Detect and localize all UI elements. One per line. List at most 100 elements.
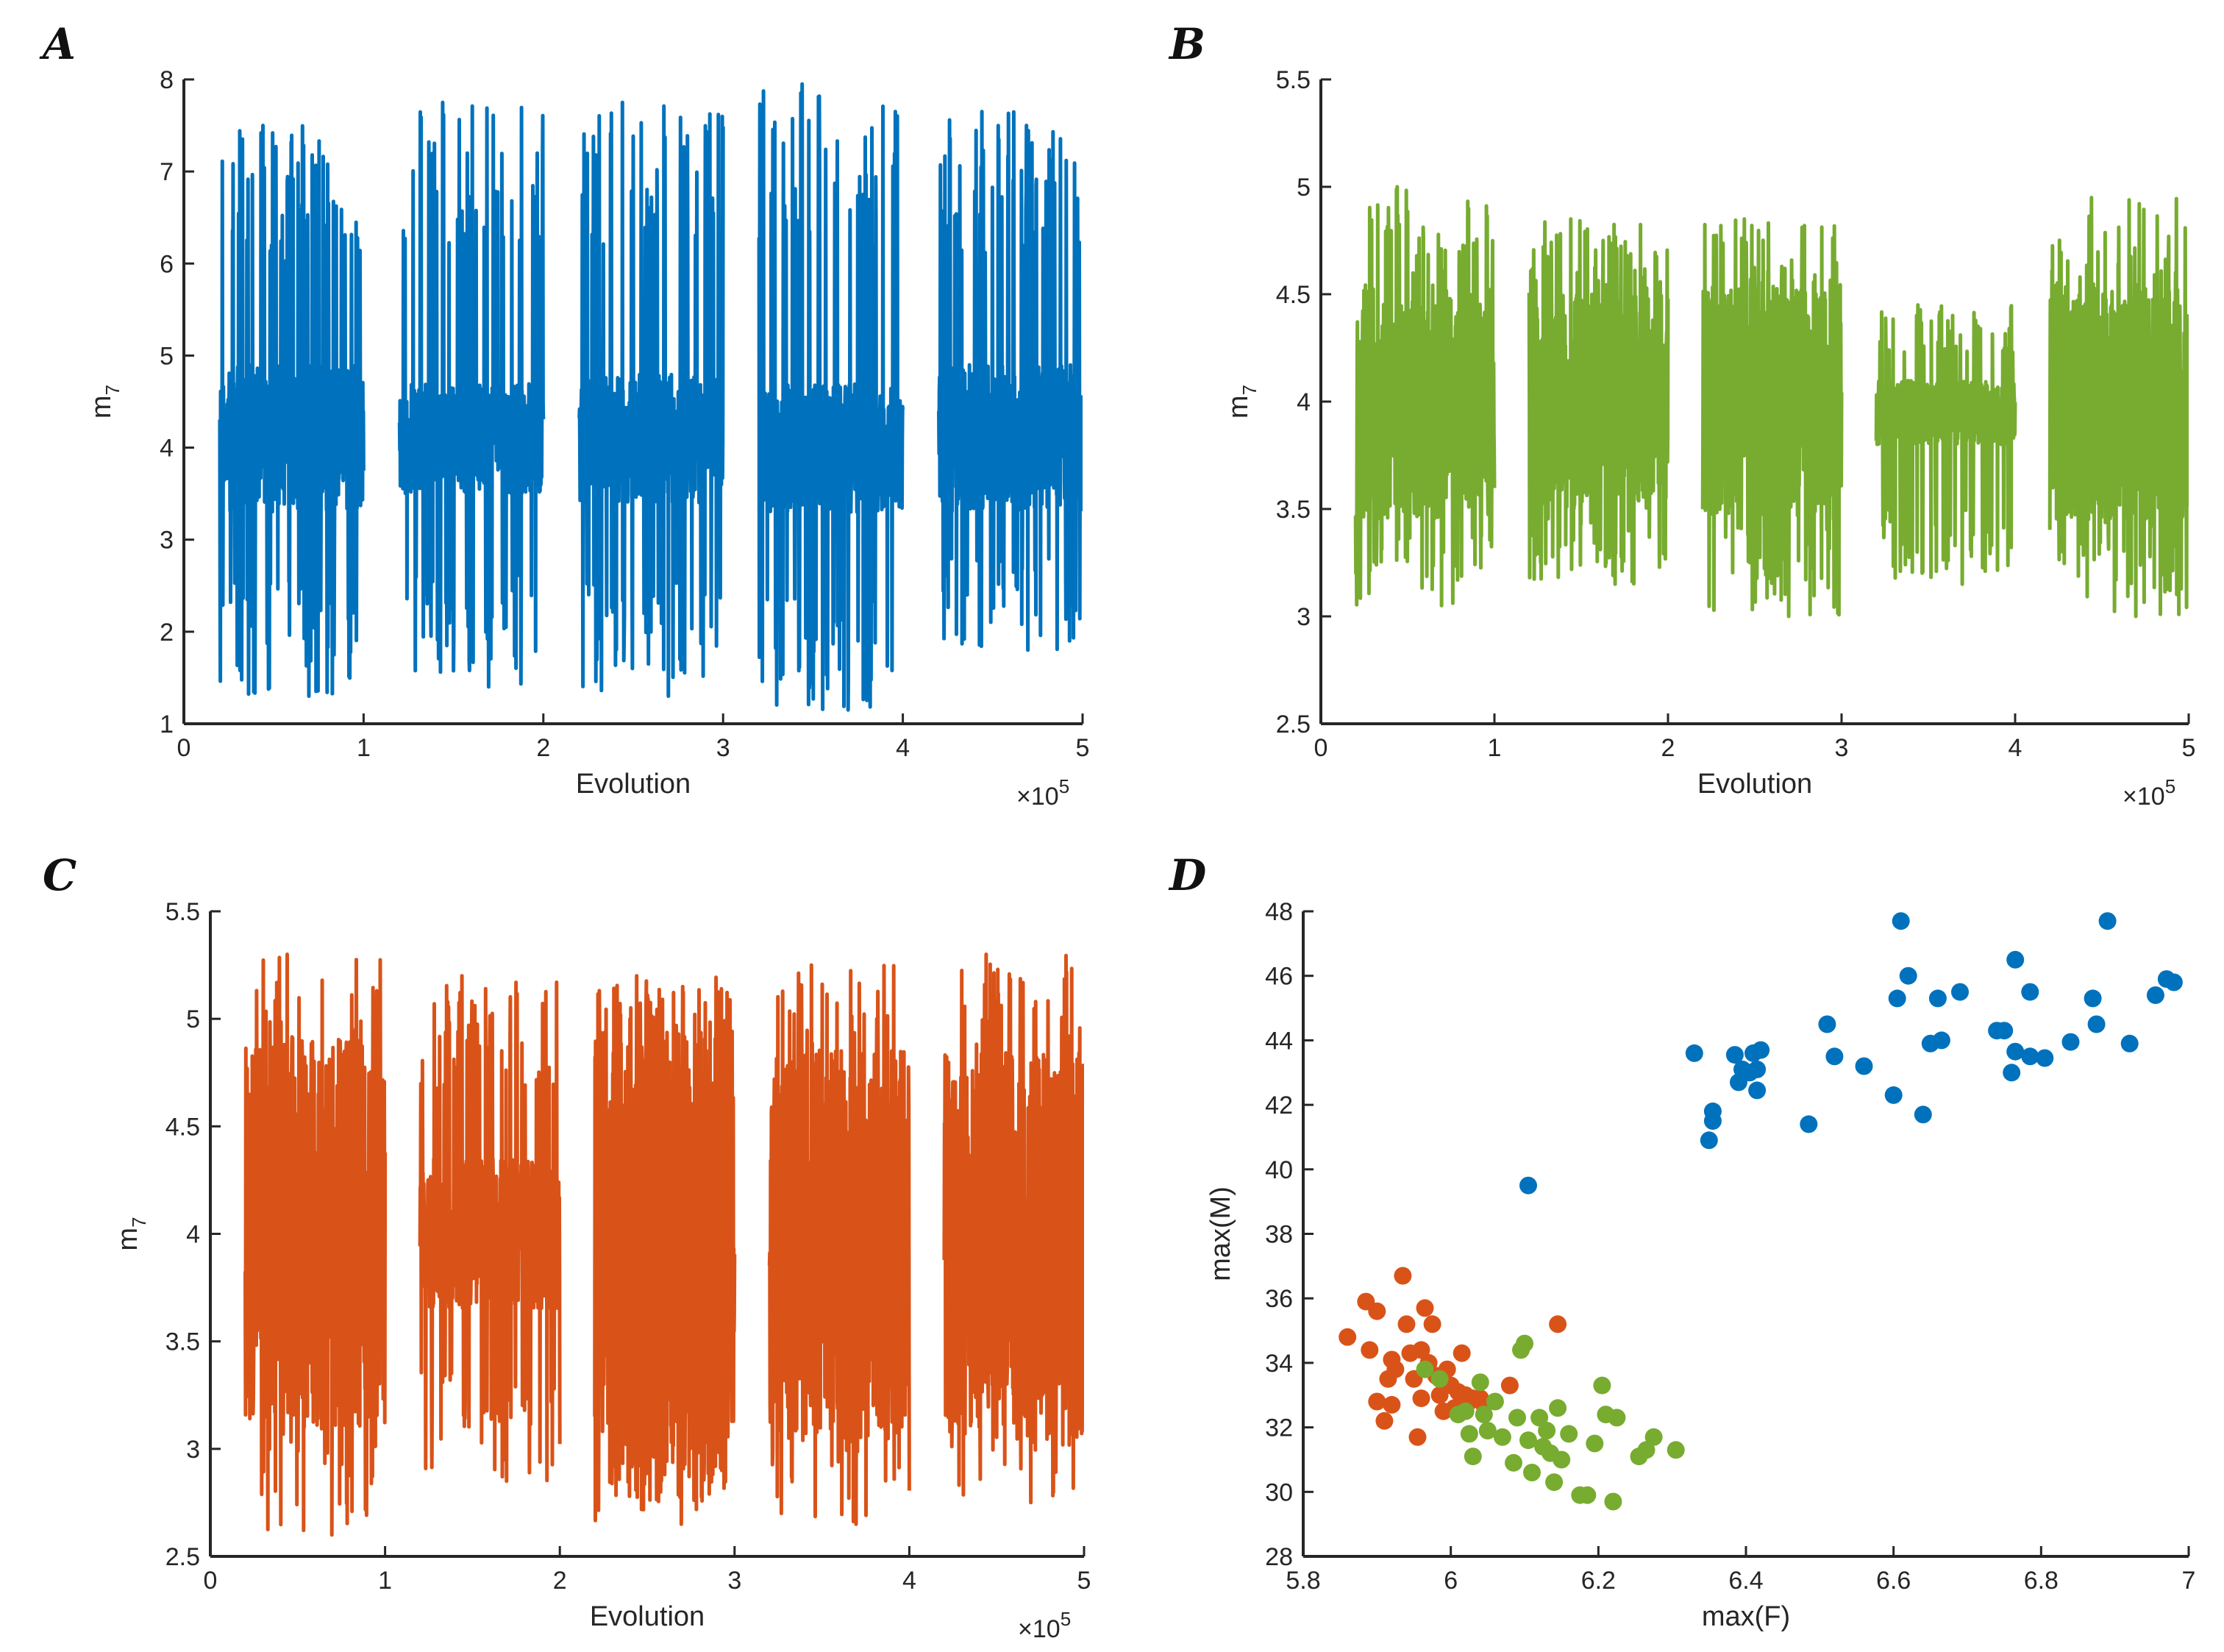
y-axis-label: m7 — [86, 385, 124, 419]
scatter-point — [1932, 1031, 1950, 1050]
y-tick-label: 4 — [186, 1221, 200, 1249]
x-tick-label: 5 — [1077, 1567, 1091, 1595]
x-axis-label: Evolution — [1697, 769, 1812, 800]
x-exponent-power: 5 — [1061, 1608, 1071, 1630]
scatter-point — [1460, 1425, 1478, 1443]
scatter-point — [1508, 1409, 1526, 1427]
x-tick-label: 5.8 — [1286, 1567, 1320, 1595]
y-tick-label: 2.5 — [1276, 711, 1311, 738]
scatter-point — [1505, 1453, 1522, 1472]
y-tick-label: 32 — [1265, 1414, 1293, 1442]
scatter-point — [1408, 1428, 1427, 1446]
y-axis-label-base: m — [86, 395, 117, 419]
x-tick-label: 4 — [902, 1567, 916, 1595]
y-tick-label: 2.5 — [165, 1543, 200, 1571]
scatter-point — [1560, 1425, 1578, 1443]
scatter-point — [1586, 1434, 1604, 1453]
scatter-point — [1800, 1115, 1818, 1133]
y-tick-label: 3 — [1297, 603, 1311, 631]
x-axis-label: Evolution — [590, 1601, 705, 1632]
scatter-point — [2021, 983, 2039, 1001]
y-axis-label: m7 — [113, 1217, 150, 1250]
x-tick-label: 5 — [2182, 734, 2196, 762]
scatter-point — [1394, 1267, 1412, 1285]
scatter-point — [1545, 1473, 1564, 1492]
x-exponent-power: 5 — [2165, 775, 2175, 797]
x-exponent-label: ×105 — [1016, 775, 1069, 811]
scatter-point — [1667, 1441, 1685, 1459]
x-tick-label: 4 — [2009, 734, 2022, 762]
scatter-point — [2036, 1049, 2054, 1067]
scatter-point — [1549, 1315, 1567, 1334]
scatter-point — [2006, 950, 2025, 969]
y-tick-label: 6 — [160, 250, 174, 278]
scatter-point — [1928, 989, 1947, 1008]
x-exponent-base: ×10 — [1018, 1615, 1061, 1643]
series-line-segment — [418, 974, 562, 1484]
y-tick-label: 30 — [1265, 1478, 1293, 1506]
scatter-point — [1604, 1492, 1622, 1511]
scatter-point — [1368, 1302, 1386, 1320]
scatter-point — [1486, 1392, 1504, 1411]
series-line-segment — [937, 110, 1083, 652]
scatter-point — [2098, 912, 2117, 930]
scatter-point — [2006, 1042, 2025, 1061]
scatter-point — [2021, 1047, 2039, 1066]
scatter-point — [1412, 1389, 1430, 1408]
scatter-point — [1608, 1409, 1626, 1427]
scatter-point — [1416, 1299, 1434, 1317]
scatter-point — [1549, 1399, 1567, 1417]
x-tick-label: 0 — [1314, 734, 1328, 762]
scatter-point — [1888, 989, 1906, 1008]
y-tick-label: 7 — [160, 158, 174, 186]
scatter-point — [2061, 1033, 2080, 1051]
x-axis-label: max(F) — [1702, 1601, 1790, 1632]
series-line-segment — [593, 974, 737, 1526]
y-tick-label: 40 — [1265, 1156, 1293, 1184]
series-line-segment — [218, 124, 366, 698]
scatter-point — [1703, 1112, 1722, 1130]
y-tick-label: 5 — [160, 342, 174, 370]
panel-D: D 5.8 6 6.2 6.4 6.6 6.8 7 28 30 32 34 36 38 40 42 44 46 48… — [1168, 850, 2195, 1632]
x-tick-label: 6 — [1444, 1567, 1458, 1595]
y-tick-label: 1 — [160, 711, 174, 738]
scatter-point — [1423, 1315, 1441, 1334]
scatter-point — [1464, 1448, 1482, 1466]
scatter-point — [1825, 1047, 1844, 1066]
scatter-point — [1752, 1041, 1770, 1059]
scatter-point — [1748, 1060, 1767, 1078]
y-tick-label: 3 — [186, 1436, 200, 1464]
y-tick-label: 3 — [160, 527, 174, 555]
y-tick-label: 4.5 — [165, 1113, 200, 1141]
y-tick-label: 2 — [160, 619, 174, 647]
scatter-point — [1375, 1411, 1394, 1430]
y-axis-label: max(M) — [1205, 1186, 1236, 1281]
scatter-point — [1578, 1486, 1597, 1504]
panel-letter-D: D — [1168, 850, 1206, 900]
y-tick-label: 5.5 — [1276, 66, 1311, 94]
x-tick-label: 5 — [1076, 734, 1090, 762]
y-tick-label: 5 — [1297, 174, 1311, 202]
scatter-point — [1412, 1341, 1430, 1359]
scatter-point — [1884, 1086, 1903, 1104]
scatter-point — [1538, 1422, 1556, 1439]
y-tick-label: 3.5 — [1276, 496, 1311, 524]
scatter-point — [1453, 1344, 1471, 1362]
y-axis-label-base: m — [113, 1228, 143, 1251]
scatter-point — [2164, 973, 2183, 991]
y-tick-label: 5 — [186, 1005, 200, 1033]
scatter-point — [1386, 1360, 1405, 1378]
scatter-point — [1892, 912, 1910, 930]
x-tick-label: 2 — [536, 734, 550, 762]
y-tick-label: 44 — [1265, 1027, 1293, 1055]
scatter-point — [1478, 1422, 1497, 1439]
x-axis-label: Evolution — [576, 769, 691, 800]
scatter-point — [1339, 1328, 1357, 1346]
scatter-point — [1855, 1057, 1873, 1075]
x-exponent-label: ×105 — [1018, 1608, 1071, 1643]
y-axis-label-subscript: 7 — [101, 385, 124, 395]
scatter-point — [1899, 966, 1917, 985]
x-exponent-base: ×10 — [1016, 783, 1059, 811]
scatter-point — [2146, 986, 2164, 1004]
